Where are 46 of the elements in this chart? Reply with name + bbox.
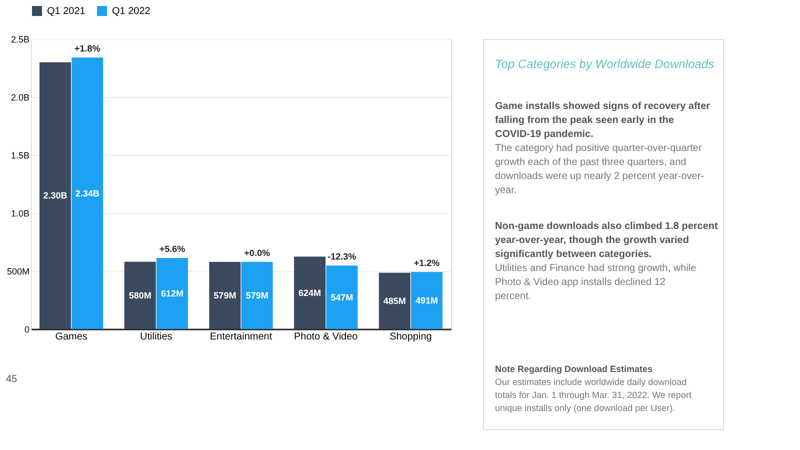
text: Game installs showed signs of recovery after falling from the peak seen early in the COVID-19 pandemic. [495, 101, 710, 140]
annotation: -12.3% [328, 252, 356, 262]
x-tick-label: Entertainment [210, 332, 272, 342]
text: Non-game downloads also climbed 1.8 percent year-over-year, though the growth varied significantly between categories. [495, 221, 718, 260]
legend-label: Q1 2022 [112, 6, 151, 17]
bar [294, 256, 326, 329]
annotation: +5.6% [159, 244, 186, 254]
bar [378, 272, 410, 329]
legend-label: Q1 2021 [47, 6, 86, 17]
text: Top Categories by Worldwide Downloads [495, 57, 714, 71]
y-tick-label: 0 [24, 324, 30, 334]
bar [411, 272, 443, 329]
text: The category had positive quarter-over-quarter growth each of the past three quarters, and downloads were up nearly 2 percent year-over-year. [495, 143, 704, 196]
x-tick-label: Shopping [390, 332, 432, 342]
data-label: 2.30B [43, 190, 68, 201]
bar [156, 258, 188, 329]
text: Our estimates include worldwide daily download totals for Jan. 1 through Mar. 31, 2022. We report unique installs only (one download per User). [495, 377, 692, 413]
bar [124, 262, 156, 329]
x-tick-label: Photo & Video [294, 332, 358, 342]
bar [72, 58, 104, 329]
data-label: 491M [416, 296, 438, 306]
y-tick-label: 2.5B [10, 34, 30, 44]
y-tick-label: 2.0B [10, 92, 30, 102]
data-label: 2.34B [75, 188, 100, 198]
data-label: 580M [128, 290, 152, 300]
text: 45 [6, 374, 18, 385]
bar [241, 262, 273, 329]
data-label: 547M [330, 292, 354, 302]
annotation: +1.8% [74, 44, 100, 54]
y-tick-label: 1.0B [10, 208, 30, 218]
x-tick-label: Games [55, 332, 88, 342]
bar [209, 262, 241, 329]
y-tick-label: 500M [6, 266, 30, 276]
text: Utilities and Finance had strong growth, while Photo & Video app installs declined 12 percent. [495, 263, 697, 302]
x-tick-label: Utilities [140, 332, 172, 342]
y-tick-label: 1.5B [10, 150, 30, 160]
data-label: 485M [383, 296, 406, 306]
annotation: +1.2% [414, 258, 440, 268]
data-label: 579M [214, 290, 236, 300]
bar [39, 62, 71, 329]
data-label: 624M [298, 288, 322, 298]
bar [326, 266, 358, 329]
data-label: 579M [246, 290, 268, 300]
text: Note Regarding Download Estimates [495, 364, 653, 374]
data-label: 612M [160, 288, 184, 299]
annotation: +0.0% [244, 248, 270, 258]
